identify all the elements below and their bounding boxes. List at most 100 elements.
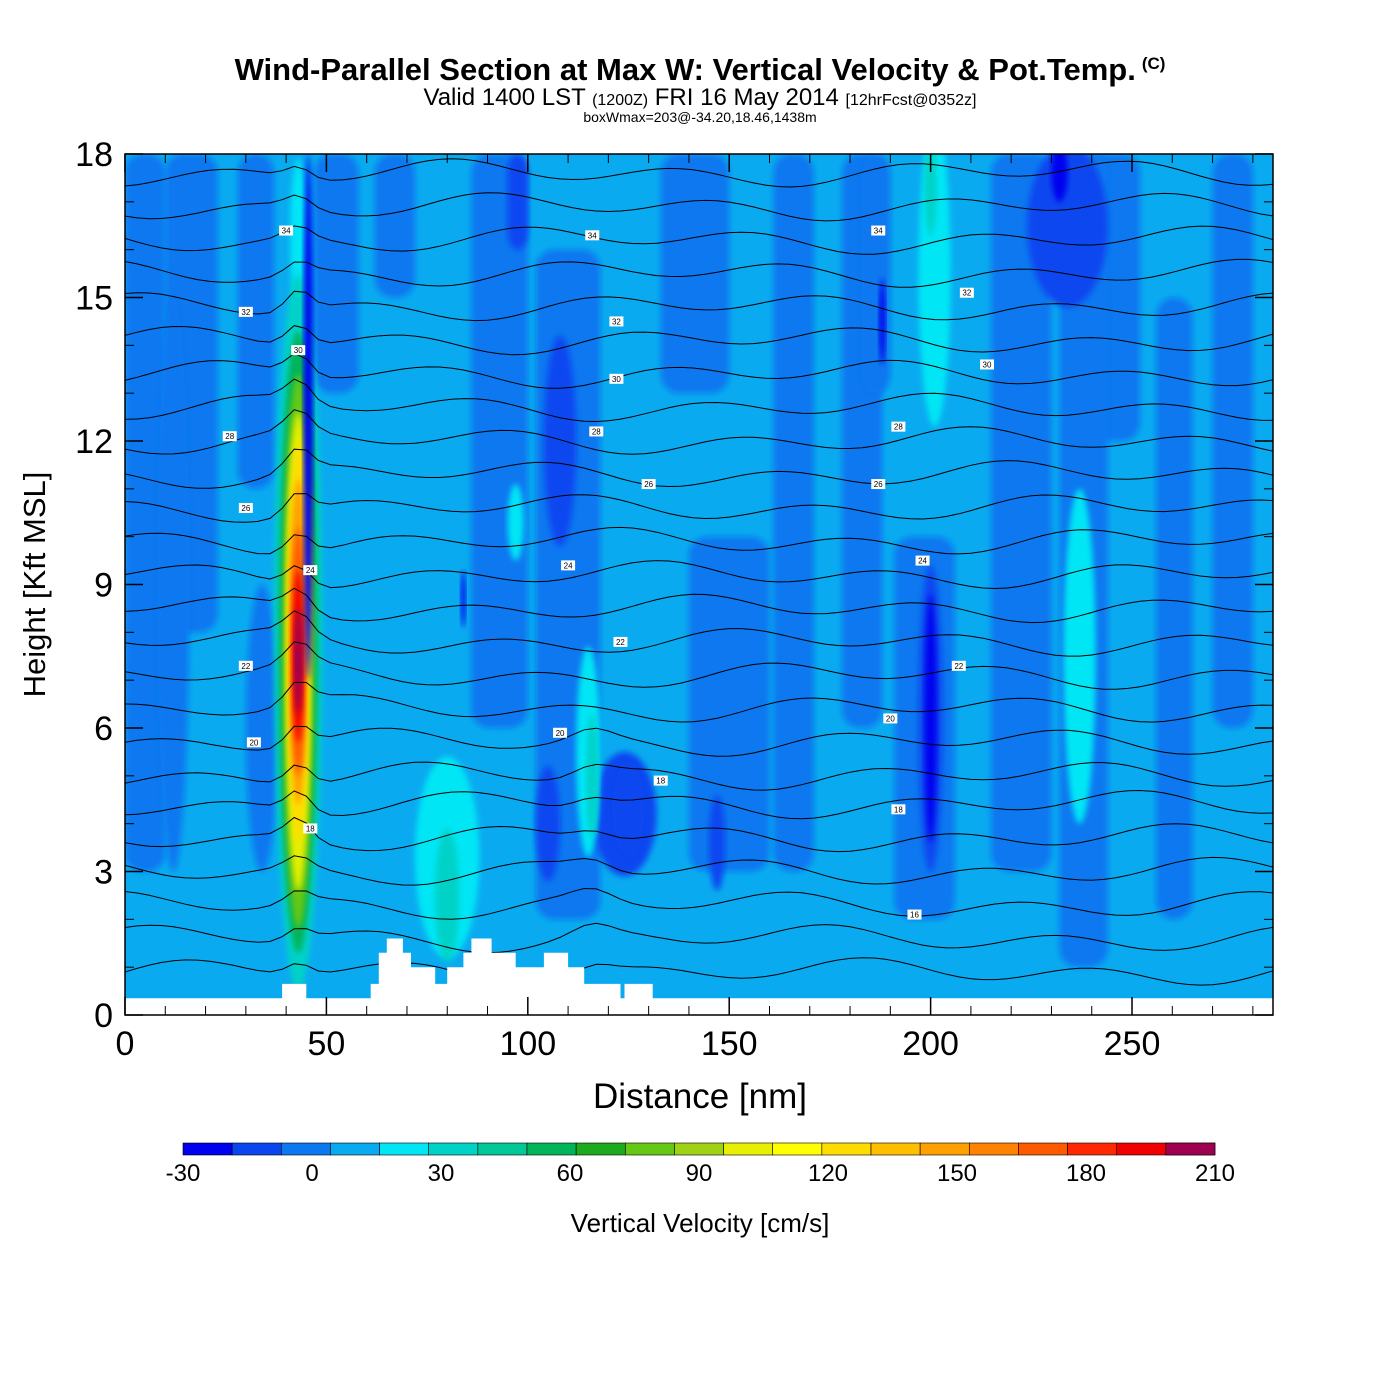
title-text: Wind-Parallel Section at Max W: Vertical… (234, 52, 1136, 87)
theta-label-box-22 (553, 727, 568, 738)
w-feature-20 (507, 484, 524, 561)
x-tick-label-0: 0 (116, 1025, 135, 1063)
colorbar-swatch-19 (1116, 1142, 1167, 1156)
theta-label-box-9 (222, 431, 237, 442)
core-downdraft (303, 154, 314, 681)
theta-label-13: 26 (644, 480, 653, 489)
colorbar-tick-label-4: 90 (686, 1160, 713, 1187)
theta-contour-22 (125, 225, 1273, 255)
theta-contour-8 (125, 681, 1273, 723)
w-feature-10 (1051, 154, 1068, 202)
w-feature-8 (924, 594, 937, 843)
theta-label-box-4 (609, 316, 624, 327)
colorbar-swatch-1 (231, 1142, 282, 1156)
subtitle-valid: Valid 1400 LST (423, 84, 586, 111)
theta-label-box-19 (613, 636, 628, 647)
y-tick-label-0: 0 (94, 997, 113, 1035)
theta-label-21: 20 (249, 738, 258, 747)
theta-label-4: 32 (612, 317, 621, 326)
w-band-16 (1212, 154, 1253, 728)
x-tick-label-5: 250 (1104, 1025, 1161, 1063)
theta-label-box-6 (291, 345, 306, 356)
w-band-15 (1156, 297, 1193, 920)
colorbar-swatch-15 (919, 1142, 970, 1156)
theta-contour-labels: 34 34 34 32 32 32 30 30 30 28 28 28 26 26 26 24 24 24 22 22… (222, 225, 995, 920)
colorbar-tick-label-6: 150 (937, 1160, 977, 1187)
theta-label-8: 30 (983, 360, 992, 369)
theta-label-18: 22 (241, 662, 250, 671)
theta-contour-14 (125, 493, 1273, 523)
colorbar: -30 0 30 60 90 120 150 180 210 Vertical Velocity … (166, 1142, 1235, 1238)
potential-temperature-contours (125, 158, 1273, 987)
theta-contour-23 (125, 192, 1273, 222)
theta-label-box-1 (585, 230, 600, 241)
subtitle-utc: (1200Z) (592, 92, 649, 109)
w-band-6 (507, 154, 528, 250)
colorbar-swatch-9 (624, 1142, 675, 1156)
theta-contour-7 (125, 725, 1273, 757)
colorbar-tick-label-3: 60 (557, 1160, 584, 1187)
theta-label-14: 26 (874, 480, 883, 489)
theta-label-2: 34 (874, 227, 883, 236)
colorbar-swatch-17 (1018, 1142, 1068, 1156)
w-feature-11 (879, 278, 886, 365)
colorbar-swatch-14 (870, 1142, 921, 1156)
theta-contour-0 (125, 957, 1273, 987)
y-tick-label-2: 6 (94, 710, 113, 748)
w-feature-9 (1027, 154, 1108, 308)
colorbar-swatch-top (1165, 1142, 1216, 1156)
copyright-mark: (C) (1141, 53, 1166, 73)
theta-label-box-27 (907, 909, 922, 920)
colorbar-swatch-4 (379, 1142, 430, 1156)
theta-label-6: 30 (294, 346, 303, 355)
w-feature-0 (157, 297, 190, 872)
theta-contour-13 (125, 526, 1273, 555)
colorbar-tick-label-1: 0 (305, 1160, 318, 1187)
colorbar-swatch-13 (821, 1142, 872, 1156)
theta-contour-3 (125, 855, 1273, 886)
w-feature-16 (586, 713, 599, 839)
colorbar-swatch-6 (477, 1142, 528, 1156)
subtitle-date: FRI 16 May 2014 (654, 84, 839, 111)
colorbar-swatch-0 (182, 1142, 233, 1156)
theta-label-box-3 (238, 306, 253, 317)
w-band-10 (773, 154, 814, 872)
chart-title: Wind-Parallel Section at Max W: Vertical… (0, 52, 1400, 88)
colorbar-tick-label-7: 180 (1066, 1160, 1106, 1187)
theta-label-22: 20 (556, 729, 565, 738)
theta-label-box-12 (238, 502, 253, 513)
theta-label-15: 24 (306, 566, 315, 575)
colorbar-swatch-7 (526, 1142, 577, 1156)
theta-contour-19 (125, 325, 1273, 356)
theta-label-7: 30 (612, 375, 621, 384)
x-tick-label-2: 100 (499, 1025, 556, 1063)
theta-label-20: 22 (954, 662, 963, 671)
theta-contour-5 (125, 789, 1273, 820)
theta-label-11: 28 (894, 423, 903, 432)
w-feature-14 (435, 828, 460, 963)
theta-contour-10 (125, 610, 1273, 657)
y-tick-label-3: 9 (94, 567, 113, 605)
colorbar-tick-label-0: -30 (166, 1160, 201, 1187)
w-band-5 (471, 154, 528, 728)
theta-label-19: 22 (616, 638, 625, 647)
theta-label-box-26 (303, 823, 318, 834)
theta-contour-1 (125, 922, 1273, 954)
w-feature-5 (535, 766, 561, 882)
w-feature-2 (543, 335, 577, 547)
theta-label-box-25 (891, 804, 906, 815)
theta-label-box-10 (589, 426, 604, 437)
theta-label-box-0 (279, 225, 294, 236)
theta-label-box-2 (871, 225, 886, 236)
colorbar-swatch-3 (330, 1142, 380, 1156)
theta-label-5: 32 (962, 289, 971, 298)
w-band-2 (237, 154, 275, 489)
theta-label-box-21 (246, 737, 261, 748)
x-tick-label-3: 150 (701, 1025, 758, 1063)
theta-label-box-24 (653, 775, 668, 786)
theta-contour-12 (125, 560, 1273, 590)
theta-contour-6 (125, 761, 1273, 791)
y-tick-label-1: 3 (94, 854, 113, 892)
colorbar-tick-label-5: 120 (808, 1160, 848, 1187)
theta-label-box-7 (609, 373, 624, 384)
